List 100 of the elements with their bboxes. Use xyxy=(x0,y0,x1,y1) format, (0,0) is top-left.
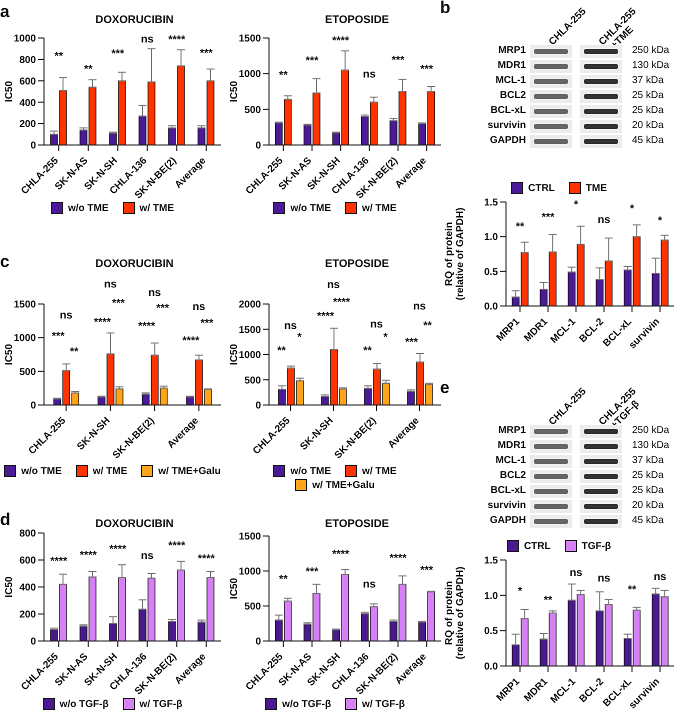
y-tick-label: 600 xyxy=(19,76,36,88)
text: a xyxy=(0,2,10,22)
chart-title: DOXORUCIBIN xyxy=(94,518,175,530)
annotation: ** xyxy=(516,221,525,234)
annotation: ** xyxy=(279,574,288,586)
y-tick-label: 2000 xyxy=(238,300,262,311)
annotation: *** xyxy=(112,298,126,310)
annotation: * xyxy=(658,214,663,227)
y-tick-label: 200 xyxy=(19,610,36,621)
y-tick-label: 1500 xyxy=(238,34,262,45)
annotation: **** xyxy=(168,34,186,46)
legend-label: w/o TGF-β xyxy=(60,698,109,710)
annotation: ns xyxy=(598,214,610,226)
category-label: BCL-xL xyxy=(490,105,526,116)
legend-label: w/ TGF-β xyxy=(362,698,405,710)
category-label: 25 kDa xyxy=(632,90,664,101)
annotation: * xyxy=(574,198,579,211)
annotation: *** xyxy=(420,564,434,577)
text: ns xyxy=(148,287,162,300)
annotation: *** xyxy=(420,64,434,76)
category-label: BCL2 xyxy=(500,470,526,481)
y-tick-label: 1.5 xyxy=(484,198,498,209)
annotation: *** xyxy=(52,330,66,343)
legend-label: w/ TME xyxy=(362,202,396,214)
category-label: 20 kDa xyxy=(632,500,664,511)
annotation: ns xyxy=(413,300,426,312)
category-label: BCL-xL xyxy=(490,485,526,496)
annotation: ** xyxy=(363,344,372,357)
chart-title: ETOPOSIDE xyxy=(325,14,389,26)
category-label: 250 kDa xyxy=(632,425,670,436)
annotation: * xyxy=(297,332,302,344)
annotation: * xyxy=(518,585,523,598)
legend-label: w/ TME+Galu xyxy=(158,466,221,476)
annotation: ns xyxy=(654,571,666,584)
annotation: **** xyxy=(332,548,350,560)
annotation: *** xyxy=(200,317,214,330)
y-tick-label: 0.5 xyxy=(484,626,498,638)
y-tick-label: 1500 xyxy=(238,532,262,543)
annotation: *** xyxy=(306,55,320,68)
legend-label: TME xyxy=(586,182,607,194)
annotation: *** xyxy=(156,302,170,314)
category-label: 25 kDa xyxy=(632,485,664,496)
annotation: **** xyxy=(389,552,408,565)
category-label: survivin xyxy=(488,120,526,131)
y-tick-label: 0.0 xyxy=(484,662,498,673)
annotation: ** xyxy=(423,320,432,332)
y-tick-label: 400 xyxy=(19,582,36,594)
y-axis-title: IC50 xyxy=(4,344,15,366)
legend-label: CTRL xyxy=(528,182,555,194)
annotation: **** xyxy=(109,543,128,556)
annotation: *** xyxy=(306,566,320,578)
legend-label: w/o TME xyxy=(21,466,62,476)
chart-title: DOXORUCIBIN xyxy=(94,258,175,270)
y-tick-label: 500 xyxy=(244,602,262,613)
y-tick-label: 1000 xyxy=(14,34,36,45)
y-tick-label: 200 xyxy=(19,119,36,130)
legend-label: CTRL xyxy=(524,540,551,552)
annotation: *** xyxy=(111,48,125,60)
y-tick-label: 0.0 xyxy=(484,302,498,313)
annotation: **** xyxy=(182,334,200,347)
y-axis-title: IC50 xyxy=(229,578,240,600)
annotation: * xyxy=(383,332,388,344)
annotation: ** xyxy=(70,346,80,358)
y-tick-label: 0 xyxy=(30,636,36,648)
y-tick-label: 500 xyxy=(244,375,262,386)
legend-label: TGF-β xyxy=(582,540,612,552)
legend-label: w/ TME xyxy=(92,466,128,476)
y-axis-title: IC50 xyxy=(4,576,15,598)
y-tick-label: 1.0 xyxy=(484,590,498,602)
annotation: ns xyxy=(362,578,376,591)
legend-label: w/ TME xyxy=(362,466,396,476)
y-tick-label: 400 xyxy=(19,98,36,109)
y-tick-label: 1000 xyxy=(238,69,262,80)
category-label: 20 kDa xyxy=(632,120,664,131)
legend-label: w/o TME xyxy=(68,202,109,214)
y-tick-label: 0 xyxy=(255,400,262,412)
annotation: ** xyxy=(279,69,288,82)
category-label: 45 kDa xyxy=(632,135,664,146)
y-tick-label: 600 xyxy=(19,556,36,567)
category-label: 25 kDa xyxy=(632,470,664,481)
y-tick-label: 1500 xyxy=(238,324,262,336)
annotation: *** xyxy=(200,47,214,60)
y-tick-label: 0 xyxy=(30,140,36,152)
y-tick-label: 1.5 xyxy=(484,556,498,567)
text: c xyxy=(0,252,10,272)
category-label: 250 kDa xyxy=(632,45,670,56)
category-label: BCL2 xyxy=(500,90,526,101)
annotation: ** xyxy=(628,584,637,596)
annotation: **** xyxy=(332,296,351,308)
y-tick-label: 1000 xyxy=(238,350,262,362)
legend-label: w/ TME+Galu xyxy=(312,480,375,490)
annotation: ns xyxy=(140,550,154,562)
chart-title: ETOPOSIDE xyxy=(324,518,390,530)
y-axis-title: IC50 xyxy=(229,80,240,102)
annotation: *** xyxy=(392,54,406,66)
legend-label: w/ TGF-β xyxy=(140,698,182,710)
annotation: **** xyxy=(138,320,156,332)
annotation: ns xyxy=(598,572,610,585)
category-label: 37 kDa xyxy=(632,455,664,466)
annotation: * xyxy=(630,203,635,216)
